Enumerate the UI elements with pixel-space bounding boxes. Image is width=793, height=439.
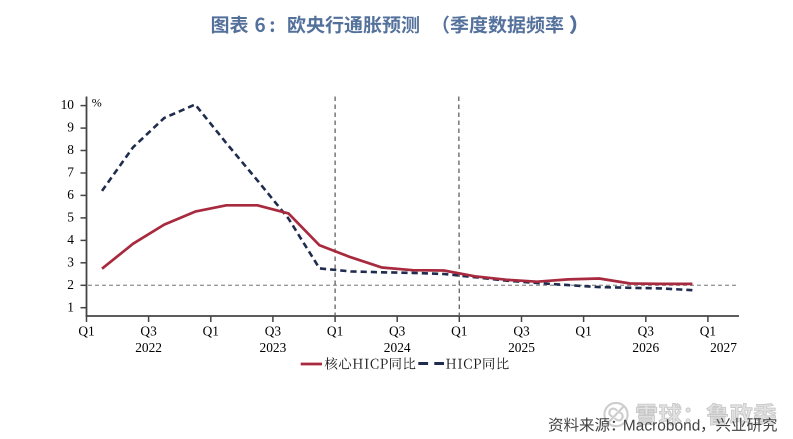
svg-text:7: 7 (67, 165, 74, 180)
svg-text:Q1: Q1 (327, 323, 343, 338)
svg-text:2026: 2026 (632, 340, 659, 355)
svg-text:2: 2 (67, 277, 74, 292)
svg-text:3: 3 (67, 254, 74, 269)
svg-text:2022: 2022 (135, 340, 162, 355)
svg-text:Q3: Q3 (265, 323, 282, 338)
svg-text:Q3: Q3 (638, 323, 655, 338)
svg-text:Q3: Q3 (513, 323, 530, 338)
svg-text:6: 6 (67, 187, 74, 202)
svg-text:2023: 2023 (260, 340, 287, 355)
svg-text:10: 10 (61, 97, 75, 112)
svg-text:9: 9 (67, 120, 74, 135)
svg-text:1: 1 (67, 299, 74, 314)
svg-text:5: 5 (67, 210, 74, 225)
svg-text:Q1: Q1 (575, 323, 591, 338)
svg-text:%: % (92, 96, 102, 110)
svg-text:Q3: Q3 (140, 323, 157, 338)
svg-text:4: 4 (67, 232, 74, 247)
svg-text:2027: 2027 (710, 340, 737, 355)
svg-text:Q1: Q1 (451, 323, 467, 338)
svg-text:Q1: Q1 (78, 323, 94, 338)
svg-text:Q1: Q1 (203, 323, 219, 338)
svg-text:Q1: Q1 (700, 323, 716, 338)
svg-text:2024: 2024 (384, 340, 411, 355)
svg-text:2025: 2025 (508, 340, 535, 355)
svg-text:8: 8 (67, 142, 74, 157)
svg-text:Q3: Q3 (389, 323, 406, 338)
